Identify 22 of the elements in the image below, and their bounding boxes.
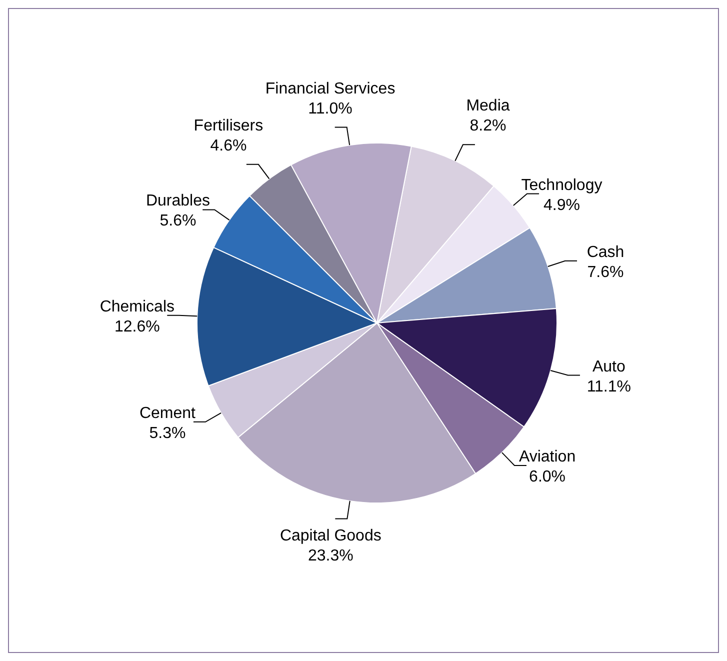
slice-label: Durables [146, 192, 210, 210]
data-label: 5.3% [149, 424, 186, 442]
data-label: 11.0% [308, 100, 352, 118]
data-label: 11.1% [586, 378, 631, 396]
data-label: 23.3% [308, 548, 354, 565]
slice-label: Fertilisers [194, 117, 264, 134]
slice-label: Capital Goods [280, 528, 382, 545]
slice-label: Auto [592, 358, 626, 376]
data-label: 4.6% [210, 137, 247, 154]
slice-label: Financial Services [265, 80, 396, 98]
slice-label: Chemicals [100, 298, 175, 316]
slice-label: Media [466, 98, 510, 115]
data-label: 7.6% [587, 264, 624, 281]
slice-label: Aviation [518, 448, 576, 466]
data-label: 6.0% [529, 468, 566, 486]
data-label: 5.6% [160, 212, 196, 230]
slice-label: Cash [586, 244, 624, 261]
data-label: 4.9% [544, 196, 580, 214]
slice-label: Technology [521, 176, 602, 194]
slice-label: Cement [139, 404, 196, 422]
data-label: 8.2% [470, 118, 506, 135]
data-label: 12.6% [114, 318, 160, 336]
